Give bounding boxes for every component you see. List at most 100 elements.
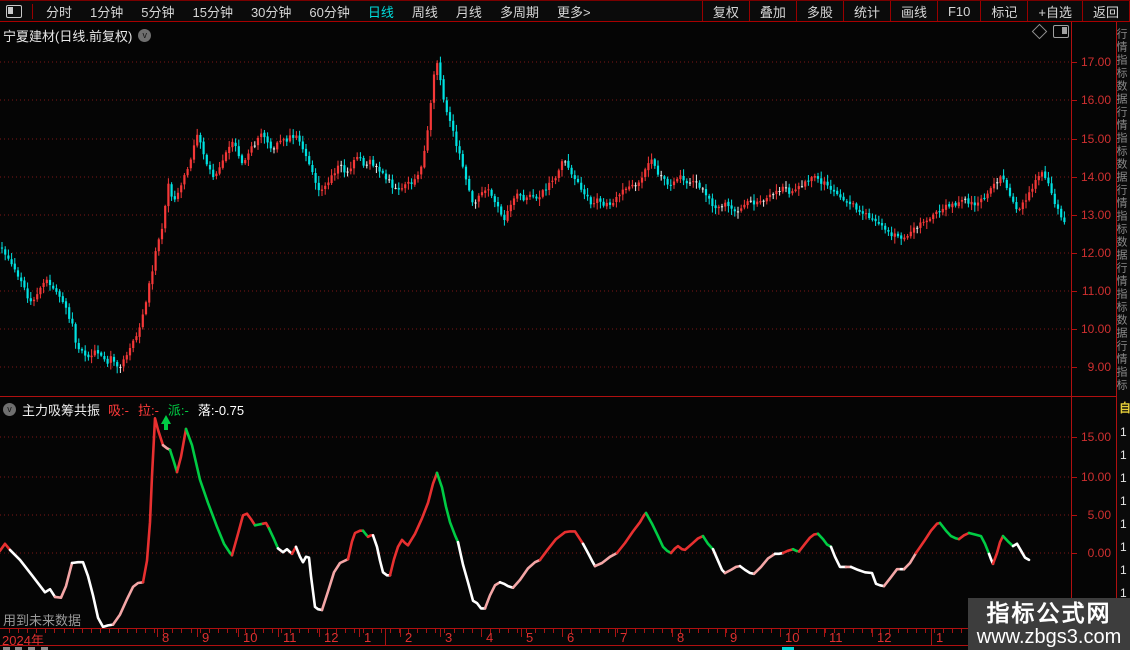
date-minor-tick xyxy=(489,629,491,633)
month-label-8: 4 xyxy=(486,630,494,645)
right-strip-digit: 1 xyxy=(1120,471,1127,485)
toolbar-button-1[interactable]: 叠加 xyxy=(748,1,796,21)
date-minor-tick xyxy=(426,629,428,633)
date-minor-tick xyxy=(435,629,437,633)
indicator-segment-green xyxy=(253,522,265,527)
date-minor-tick xyxy=(145,629,147,633)
menu-item-period-5[interactable]: 60分钟 xyxy=(309,4,350,20)
date-month-tick xyxy=(319,629,320,637)
date-minor-tick xyxy=(743,629,745,633)
candlestick-svg[interactable] xyxy=(0,22,1071,396)
menu-item-period-8[interactable]: 月线 xyxy=(455,4,482,20)
watermark-url: www.zbgs3.com xyxy=(976,625,1122,648)
date-minor-tick xyxy=(36,629,38,633)
menu-item-period-10[interactable]: 更多> xyxy=(556,4,591,20)
indicator-svg[interactable] xyxy=(0,396,1071,628)
date-minor-tick xyxy=(45,629,47,633)
toolbar-button-3[interactable]: 统计 xyxy=(842,1,890,21)
date-minor-tick xyxy=(244,629,246,633)
date-minor-tick xyxy=(544,629,546,633)
toolbar-button-2[interactable]: 多股 xyxy=(795,1,843,21)
indicator-segment-red xyxy=(388,471,439,577)
date-minor-tick xyxy=(453,629,455,633)
right-strip-digit: 1 xyxy=(1120,540,1127,554)
menu-item-period-4[interactable]: 30分钟 xyxy=(250,4,292,20)
price-axis-tick xyxy=(1072,329,1077,330)
indicator-segment-pink xyxy=(902,551,918,571)
price-axis-tick xyxy=(1072,291,1077,292)
date-minor-tick xyxy=(925,629,927,633)
menu-item-period-7[interactable]: 周线 xyxy=(411,4,438,20)
month-label-7: 3 xyxy=(445,630,453,645)
page-title: 宁夏建材(日线.前复权) xyxy=(3,29,133,44)
date-month-tick xyxy=(872,629,873,637)
menu-item-period-6[interactable]: 日线 xyxy=(367,4,394,20)
date-minor-tick xyxy=(671,629,673,633)
date-minor-tick xyxy=(462,629,464,633)
toolbar-button-0[interactable]: 复权 xyxy=(701,1,749,21)
indicator-segment-green xyxy=(816,532,833,549)
toolbar-button-8[interactable]: 返回 xyxy=(1081,1,1130,21)
date-minor-tick xyxy=(362,629,364,633)
price-axis-label: 15.00 xyxy=(1080,132,1111,146)
date-minor-tick xyxy=(507,629,509,633)
toolbar-button-6[interactable]: 标记 xyxy=(980,1,1027,21)
month-label-9: 5 xyxy=(526,630,534,645)
right-edge-collapsed-panel[interactable]: 行情指标数据行情指标数据行情指标数据行情指标数据行情指标 自 1 1 1 1 1 1 1 1 xyxy=(1116,22,1130,650)
menu-item-period-0[interactable]: 分时 xyxy=(46,4,73,20)
date-minor-tick xyxy=(798,629,800,633)
main-candlestick-chart[interactable] xyxy=(0,22,1071,396)
indicator-segment-red xyxy=(0,542,12,552)
price-axis-label: 5.00 xyxy=(1087,508,1111,522)
indicator-segment-green xyxy=(1001,534,1015,548)
indicator-segment-pink xyxy=(593,551,619,568)
date-minor-tick xyxy=(761,629,763,633)
indicator-field-0: 吸:- xyxy=(108,403,129,418)
indicator-segment-white xyxy=(711,547,727,575)
date-minor-tick xyxy=(127,629,128,633)
indicator-pane[interactable] xyxy=(0,396,1071,628)
indicator-field-1: 拉:- xyxy=(137,403,159,418)
chevron-down-icon[interactable]: v xyxy=(138,29,152,42)
indicator-segment-red xyxy=(615,511,648,555)
price-axis-tick xyxy=(1072,553,1077,554)
right-strip-clipped-text: 行情指标数据行情指标数据行情指标数据行情指标数据行情指标 xyxy=(1116,28,1127,392)
date-axis[interactable]: 2024年 8 9 10 11 12 1 2 3 4 5 6 7 8 9 10 11 12 1 xyxy=(0,628,1116,646)
date-minor-tick xyxy=(163,629,165,633)
menu-item-period-3[interactable]: 15分钟 xyxy=(192,4,233,20)
date-minor-tick xyxy=(707,629,709,633)
indicator-segment-white xyxy=(70,560,115,628)
indicator-segment-white xyxy=(371,534,392,577)
menu-item-period-9[interactable]: 多周期 xyxy=(499,4,539,20)
date-minor-tick xyxy=(852,629,854,633)
indicator-segment-red xyxy=(538,530,585,562)
chevron-down-icon[interactable]: v xyxy=(3,403,16,416)
date-minor-tick xyxy=(517,629,518,633)
clipped-bottom-fragment xyxy=(15,647,22,650)
date-minor-tick xyxy=(752,629,754,633)
menu-item-period-1[interactable]: 1分钟 xyxy=(90,4,124,20)
indicator-segment-white xyxy=(849,565,886,588)
month-label-15: 11 xyxy=(829,630,843,645)
date-minor-tick xyxy=(598,629,600,633)
date-minor-tick xyxy=(498,629,500,633)
indicator-segment-pink xyxy=(320,557,350,612)
month-label-16: 12 xyxy=(877,630,892,645)
split-view-icon[interactable] xyxy=(1053,25,1069,38)
toolbar-button-5[interactable]: F10 xyxy=(936,1,980,21)
indicator-segment-red xyxy=(781,547,795,555)
right-strip-digit: 1 xyxy=(1120,448,1127,462)
menu-item-period-2[interactable]: 5分钟 xyxy=(141,4,175,20)
toolbar-button-7[interactable]: +自选 xyxy=(1027,1,1082,21)
window-split-icon[interactable] xyxy=(6,4,22,18)
diamond-icon[interactable] xyxy=(1031,23,1048,40)
toolbar-divider xyxy=(32,3,33,19)
indicator-field-2: 派:- xyxy=(167,403,189,418)
toolbar-button-4[interactable]: 画线 xyxy=(889,1,937,21)
indicator-segment-white xyxy=(581,542,597,568)
date-minor-tick xyxy=(843,629,845,633)
date-minor-tick xyxy=(18,629,20,633)
right-strip-highlight-char: 自 xyxy=(1119,401,1130,415)
date-minor-tick xyxy=(771,629,772,633)
pane-divider[interactable] xyxy=(0,396,1116,397)
